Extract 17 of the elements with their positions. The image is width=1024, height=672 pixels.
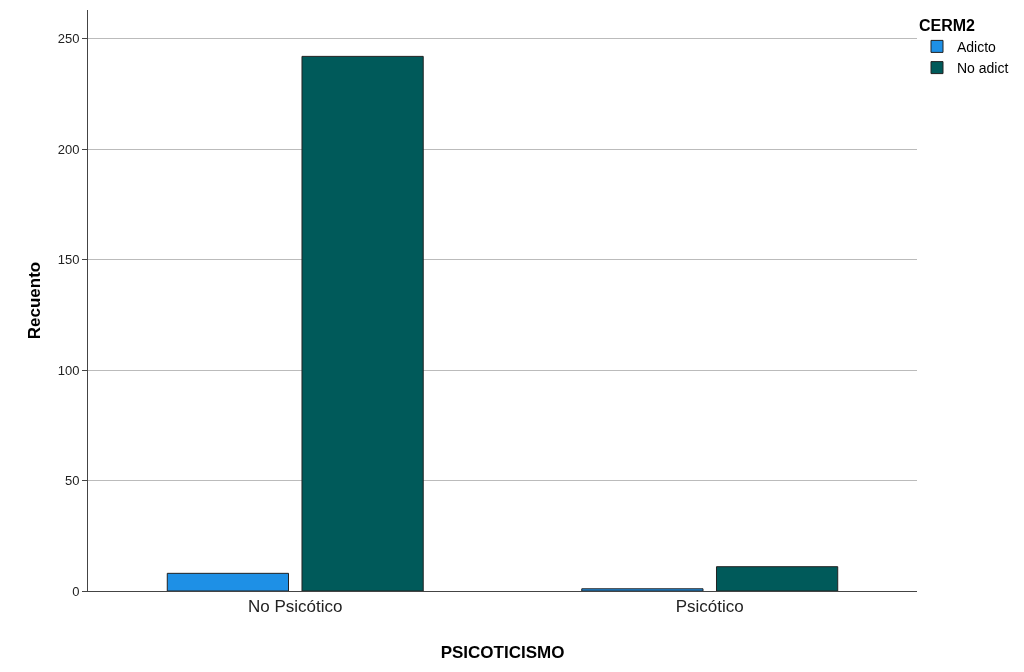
x-tick-label: No Psicótico	[248, 597, 343, 617]
y-tick-label: 0	[72, 583, 80, 599]
legend-title: CERM2	[919, 16, 976, 34]
y-axis-title: Recuento	[25, 261, 45, 340]
bar	[166, 572, 290, 591]
y-tick-label: 150	[57, 252, 80, 268]
legend-label: No adict	[957, 60, 1009, 77]
y-tick-label: 50	[64, 473, 80, 489]
bar	[581, 588, 704, 591]
y-tick-label: 200	[57, 141, 80, 157]
x-tick-label: Psicótico	[675, 597, 744, 617]
y-tick-label: 100	[57, 362, 80, 378]
bar	[301, 55, 424, 591]
y-tick-label: 250	[57, 31, 80, 47]
bar	[715, 566, 839, 591]
x-axis-title: PSICOTICISMO	[440, 642, 565, 662]
legend-label: Adicto	[957, 38, 997, 55]
